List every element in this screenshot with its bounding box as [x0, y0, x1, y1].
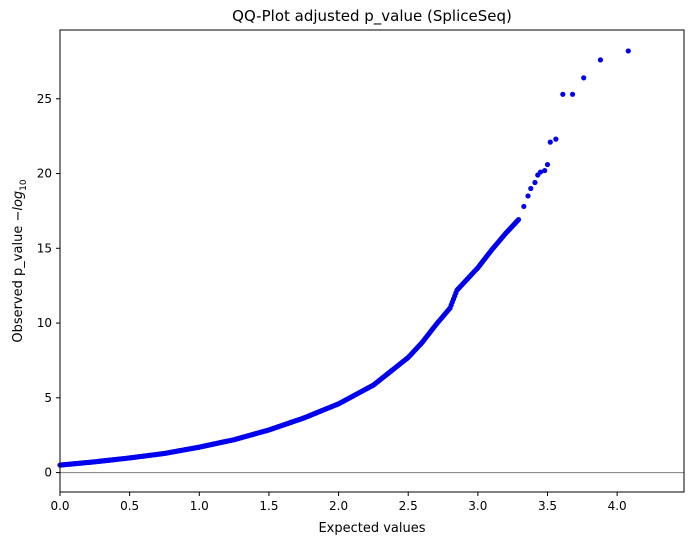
scatter-point: [542, 167, 548, 174]
plot-frame: [59, 29, 685, 493]
x-tick-label: 3.5: [538, 499, 557, 513]
x-tick-label: 3.0: [468, 499, 487, 513]
chart-title: QQ-Plot adjusted p_value (SpliceSeq): [232, 7, 512, 26]
y-tick-label: 15: [37, 241, 52, 255]
y-axis-label-sub: 10: [19, 179, 29, 191]
scatter-point: [569, 91, 576, 97]
scatter-point: [553, 136, 559, 142]
x-axis-label: Expected values: [318, 521, 425, 536]
y-axis: 0 5 10 15 20 25: [37, 92, 60, 480]
x-axis: 0.0 0.5 1.0 1.5 2.0 2.5 3.0 3.5 4.0: [50, 492, 627, 513]
y-tick-label: 25: [37, 92, 52, 106]
scatter-point: [528, 185, 534, 192]
scatter-point: [544, 161, 551, 168]
x-tick-label: 2.5: [399, 499, 418, 513]
x-tick-label: 4.0: [608, 499, 627, 513]
scatter-point: [597, 57, 604, 63]
x-tick-label: 1.5: [259, 499, 278, 513]
scatter-point: [560, 91, 566, 97]
y-axis-label-main: Observed p_value −: [11, 211, 26, 343]
scatter-point: [521, 203, 527, 210]
plot-data-layer: [57, 48, 684, 474]
scatter-point: [525, 193, 531, 199]
y-tick-label: 10: [37, 316, 52, 330]
scatter-point: [515, 217, 522, 223]
x-tick-label: 1.0: [190, 499, 209, 513]
scatter-point: [537, 169, 544, 175]
y-axis-label-log: log: [11, 191, 26, 211]
scatter-point: [532, 179, 538, 186]
y-tick-label: 5: [44, 391, 52, 405]
y-tick-label: 20: [37, 167, 52, 181]
x-tick-label: 0.0: [50, 499, 69, 513]
scatter-series-dense: [57, 217, 522, 468]
scatter-point: [581, 75, 587, 81]
y-axis-label: Observed p_value −log10: [11, 179, 29, 343]
x-tick-label: 2.0: [329, 499, 348, 513]
scatter-point: [625, 48, 631, 54]
x-tick-label: 0.5: [120, 499, 139, 513]
scatter-series-tail: [521, 48, 631, 210]
scatter-point: [547, 139, 553, 145]
y-tick-label: 0: [44, 466, 52, 480]
